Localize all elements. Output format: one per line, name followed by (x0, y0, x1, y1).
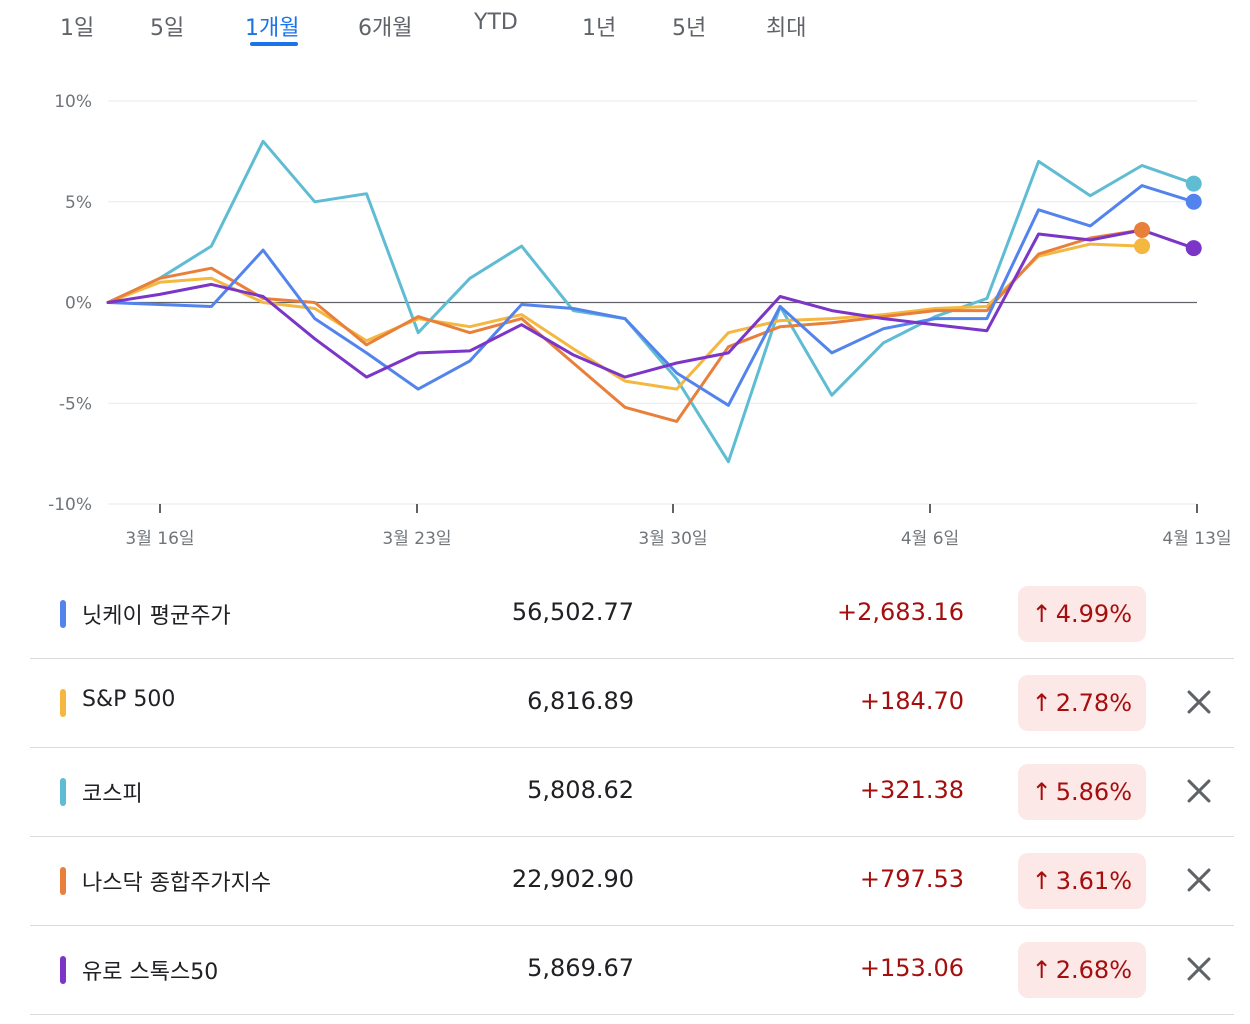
index-change: +2,683.16 (837, 598, 964, 626)
series-end-point (1134, 238, 1151, 255)
list-item[interactable]: 코스피 5,808.62 +321.38 ↑ 5.86% (30, 748, 1234, 837)
close-icon[interactable] (1182, 685, 1216, 719)
series-line (106, 242, 1144, 391)
series-color-swatch (60, 867, 66, 895)
index-change: +321.38 (859, 776, 964, 804)
percent-change-badge: ↑ 5.86% (1017, 764, 1146, 820)
index-change: +153.06 (859, 954, 964, 982)
index-name: 나스닥 종합주가지수 (82, 871, 272, 896)
percent-change-value: 5.86% (1055, 778, 1132, 806)
index-change: +797.53 (859, 865, 964, 893)
x-tick-label: 3월 23일 (382, 529, 451, 549)
list-item[interactable]: 나스닥 종합주가지수 22,902.90 +797.53 ↑ 3.61% (30, 837, 1234, 926)
index-name: 코스피 (82, 782, 143, 807)
tab-5d[interactable]: 5일 (150, 16, 185, 41)
percent-change-value: 3.61% (1055, 867, 1132, 895)
index-name: 유로 스톡스50 (82, 960, 219, 985)
index-price: 5,869.67 (527, 954, 634, 982)
percent-change-badge: ↑ 2.68% (1017, 942, 1146, 998)
arrow-up-icon: ↑ (1031, 867, 1052, 895)
index-name: 닛케이 평균주가 (82, 604, 231, 629)
close-icon[interactable] (1182, 774, 1216, 808)
percent-change-badge: ↑ 2.78% (1017, 675, 1146, 731)
list-item[interactable]: S&P 500 6,816.89 +184.70 ↑ 2.78% (30, 659, 1234, 748)
y-tick-label: 5% (65, 193, 92, 213)
percent-change-value: 2.68% (1055, 956, 1132, 984)
index-price: 56,502.77 (511, 598, 634, 626)
line-chart: 10% 5% 0% -5% -10% 3월 16일 3월 23일 3월 30일 4월 6일 4월 … (48, 92, 1231, 549)
x-tick-label: 3월 30일 (638, 529, 707, 549)
range-tabs: 1일 5일 1개월 6개월 YTD 1년 5년 최대 (0, 0, 1250, 60)
index-name: S&P 500 (82, 687, 176, 712)
y-tick-label: 10% (54, 92, 92, 112)
list-item[interactable]: 닛케이 평균주가 56,502.77 +2,683.16 ↑ 4.99% (30, 570, 1234, 659)
y-tick-label: -5% (59, 394, 92, 414)
series-color-swatch (60, 778, 66, 806)
arrow-up-icon: ↑ (1031, 600, 1052, 628)
series-line (106, 184, 1196, 407)
series-color-swatch (60, 600, 66, 628)
series-end-point (1185, 240, 1202, 257)
series-end-point (1185, 175, 1202, 192)
x-tick-label: 4월 13일 (1162, 529, 1231, 549)
index-price: 6,816.89 (527, 687, 634, 715)
index-change: +184.70 (859, 687, 964, 715)
list-item[interactable]: 유로 스톡스50 5,869.67 +153.06 ↑ 2.68% (30, 926, 1234, 1015)
tab-1m[interactable]: 1개월 (245, 16, 300, 41)
x-tick-label: 4월 6일 (901, 529, 959, 549)
series-line (106, 228, 1196, 379)
series-end-point (1134, 221, 1151, 238)
x-tick-label: 3월 16일 (125, 529, 194, 549)
tab-1d[interactable]: 1일 (60, 16, 95, 41)
percent-change-badge: ↑ 4.99% (1017, 586, 1146, 642)
tab-6m[interactable]: 6개월 (358, 16, 413, 41)
index-price: 22,902.90 (511, 865, 634, 893)
series-color-swatch (60, 689, 66, 717)
percent-change-badge: ↑ 3.61% (1017, 853, 1146, 909)
series-line (106, 228, 1144, 423)
close-icon[interactable] (1182, 952, 1216, 986)
percent-change-value: 2.78% (1055, 689, 1132, 717)
series-line (106, 139, 1196, 464)
tab-max[interactable]: 최대 (766, 16, 807, 41)
series-color-swatch (60, 956, 66, 984)
index-price: 5,808.62 (527, 776, 634, 804)
arrow-up-icon: ↑ (1031, 689, 1052, 717)
y-tick-label: -10% (48, 495, 92, 515)
tab-5y[interactable]: 5년 (672, 16, 707, 41)
arrow-up-icon: ↑ (1031, 778, 1052, 806)
active-tab-indicator (250, 42, 298, 46)
percent-change-value: 4.99% (1055, 600, 1132, 628)
tab-ytd[interactable]: YTD (474, 10, 518, 35)
arrow-up-icon: ↑ (1031, 956, 1052, 984)
index-list: 닛케이 평균주가 56,502.77 +2,683.16 ↑ 4.99% S&P … (30, 570, 1234, 1015)
tab-1y[interactable]: 1년 (582, 16, 617, 41)
series-end-point (1185, 193, 1202, 210)
y-tick-label: 0% (65, 294, 92, 314)
close-icon[interactable] (1182, 863, 1216, 897)
